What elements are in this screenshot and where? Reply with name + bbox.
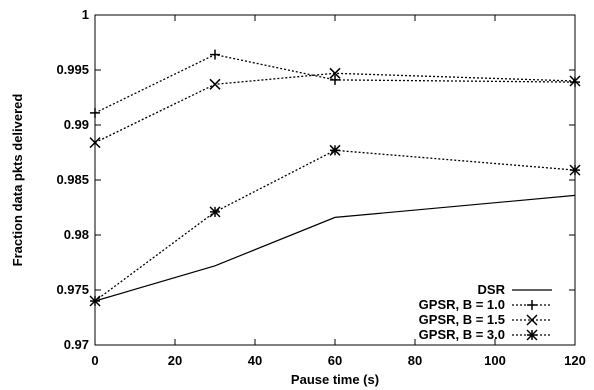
legend-label: GPSR, B = 3.0 xyxy=(419,327,505,342)
y-tick-label: 0.97 xyxy=(64,337,89,352)
data-point-cross xyxy=(329,67,341,79)
series-line-2 xyxy=(94,53,576,114)
legend-label: GPSR, B = 1.0 xyxy=(419,297,505,312)
y-tick-label: 1 xyxy=(82,7,89,22)
y-tick-label: 0.995 xyxy=(56,62,89,77)
y-tick-label: 0.975 xyxy=(56,282,89,297)
data-point-cross xyxy=(209,78,221,90)
x-tick-label: 100 xyxy=(484,353,506,368)
series-line-4 xyxy=(94,149,576,302)
y-tick-label: 0.98 xyxy=(64,227,89,242)
data-point-plus xyxy=(570,77,580,88)
x-axis-title: Pause time (s) xyxy=(291,372,379,387)
data-point-star xyxy=(209,206,221,218)
series-line-1 xyxy=(94,194,576,302)
series-layer xyxy=(89,49,581,307)
x-tick-label: 120 xyxy=(564,353,586,368)
legend-swatch-marker xyxy=(526,314,538,326)
data-point-cross xyxy=(89,137,101,149)
data-point-cross xyxy=(569,75,581,87)
x-tick-label: 0 xyxy=(91,353,98,368)
data-point-star xyxy=(89,295,101,307)
legend-label: GPSR, B = 1.5 xyxy=(419,312,505,327)
x-axis: 0 20 40 60 80 100 120 xyxy=(91,15,586,368)
x-tick-label: 20 xyxy=(168,353,182,368)
x-tick-label: 80 xyxy=(408,353,422,368)
y-tick-label: 0.99 xyxy=(64,117,89,132)
y-tick-label: 0.985 xyxy=(56,172,89,187)
legend-swatch-marker xyxy=(527,300,537,310)
legend-swatch-marker xyxy=(526,329,538,341)
x-tick-label: 60 xyxy=(328,353,342,368)
data-point-star xyxy=(329,144,341,156)
legend-label: DSR xyxy=(478,282,506,297)
data-point-plus xyxy=(210,49,220,60)
y-axis: 0.97 0.975 0.98 0.985 0.99 0.995 1 xyxy=(56,7,575,352)
data-point-plus xyxy=(330,74,340,85)
x-tick-label: 40 xyxy=(248,353,262,368)
data-point-plus xyxy=(90,107,100,118)
data-point-star xyxy=(569,164,581,176)
y-axis-title: Fraction data pkts delivered xyxy=(10,94,25,267)
series-line-3 xyxy=(94,72,576,144)
